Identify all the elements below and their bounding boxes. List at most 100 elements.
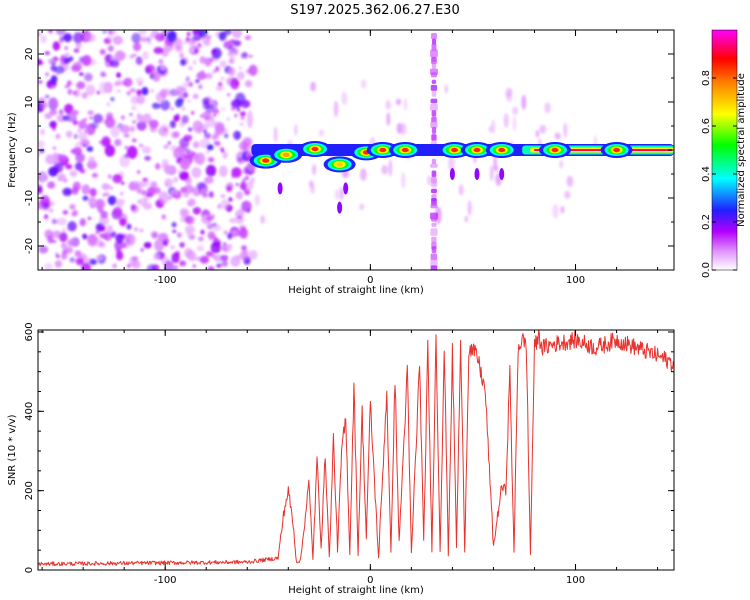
noise-speckle — [129, 113, 133, 116]
noise-speckle — [65, 189, 70, 193]
x-tick-label: 100 — [566, 275, 585, 286]
noise-speckle — [173, 176, 179, 183]
noise-speckle — [87, 216, 92, 220]
noise-speckle — [114, 50, 126, 62]
noise-speckle — [38, 245, 49, 254]
noise-speckle — [70, 109, 79, 116]
noise-speckle — [144, 155, 151, 161]
noise-speckle — [196, 42, 202, 48]
noise-speckle — [147, 39, 152, 45]
noise-speckle — [162, 239, 167, 245]
noise-speckle — [207, 231, 216, 240]
noise-speckle — [135, 77, 144, 84]
noise-speckle — [74, 250, 82, 258]
spectrogram-signal — [249, 141, 674, 214]
noise-speckle — [110, 125, 120, 138]
noise-speckle — [187, 150, 195, 157]
x-tick-label: -100 — [154, 575, 177, 586]
noise-speckle — [166, 30, 177, 43]
noise-speckle — [44, 112, 52, 120]
noise-speckle — [182, 92, 189, 98]
noise-speckle — [67, 238, 77, 247]
noise-speckle — [45, 72, 49, 77]
noise-speckle — [59, 38, 64, 44]
noise-speckle — [75, 153, 86, 163]
sparse-speckle — [401, 172, 406, 189]
noise-speckle — [182, 82, 190, 88]
noise-speckle — [185, 77, 190, 83]
stripe-segment — [431, 61, 437, 69]
noise-speckle — [136, 114, 144, 122]
stripe-segment — [431, 90, 437, 97]
noise-speckle — [107, 45, 114, 52]
noise-speckle — [73, 120, 79, 125]
noise-speckle — [125, 233, 136, 246]
noise-speckle — [192, 120, 203, 133]
noise-speckle — [206, 144, 214, 151]
colorbar-gradient — [711, 29, 738, 271]
noise-speckle — [62, 228, 66, 233]
y-tick-label: -10 — [24, 190, 35, 206]
noise-speckle — [82, 233, 87, 238]
snr-xlabel: Height of straight line (km) — [288, 585, 424, 596]
noise-speckle — [214, 123, 225, 136]
noise-speckle — [130, 95, 139, 105]
signal-streak — [474, 168, 480, 180]
sparse-speckle — [458, 184, 464, 196]
noise-speckle — [139, 228, 144, 233]
noise-speckle — [200, 114, 204, 119]
noise-speckle — [148, 119, 159, 129]
noise-speckle — [227, 50, 234, 57]
noise-speckle — [99, 81, 109, 94]
noise-speckle — [72, 181, 81, 191]
noise-speckle — [124, 145, 129, 150]
stripe-segment — [430, 188, 437, 194]
signal-streak — [343, 182, 349, 195]
noise-speckle — [38, 80, 43, 84]
noise-speckle — [200, 229, 205, 235]
noise-speckle — [107, 174, 112, 179]
noise-speckle — [69, 204, 76, 210]
noise-speckle — [170, 107, 174, 110]
noise-speckle — [216, 263, 222, 268]
noise-speckle — [160, 99, 171, 111]
noise-speckle — [47, 181, 56, 189]
noise-speckle — [150, 181, 158, 189]
sparse-speckle — [512, 106, 519, 116]
sparse-speckle — [467, 200, 472, 216]
noise-speckle — [184, 225, 196, 234]
signal-blob — [262, 158, 270, 163]
noise-speckle — [195, 79, 200, 83]
noise-speckle — [224, 133, 229, 139]
noise-speckle — [208, 191, 214, 198]
x-tick-label: 100 — [566, 575, 585, 586]
stripe-segment — [430, 121, 438, 129]
stripe-segment — [431, 198, 437, 206]
stripe-segment — [431, 182, 437, 187]
noise-speckle — [171, 222, 177, 228]
sparse-speckle — [360, 79, 367, 89]
noise-speckle — [135, 180, 140, 186]
noise-speckle — [158, 58, 164, 65]
noise-speckle — [179, 137, 190, 148]
noise-speckle — [237, 71, 245, 81]
noise-speckle — [59, 232, 68, 243]
noise-speckle — [168, 196, 172, 200]
stripe-segment — [430, 72, 437, 78]
noise-speckle — [141, 87, 149, 96]
sparse-speckle — [544, 102, 551, 114]
noise-speckle — [211, 49, 217, 55]
noise-speckle — [172, 229, 177, 233]
noise-speckle — [40, 35, 47, 44]
noise-speckle — [203, 132, 212, 140]
noise-speckle — [181, 106, 186, 111]
noise-speckle — [87, 110, 94, 116]
signal-streak — [337, 201, 343, 214]
noise-speckle — [205, 150, 210, 154]
stripe-segment — [430, 253, 438, 261]
noise-speckle — [242, 178, 246, 183]
noise-speckle — [79, 168, 86, 174]
noise-speckle — [142, 113, 152, 124]
noise-speckle — [179, 260, 187, 267]
